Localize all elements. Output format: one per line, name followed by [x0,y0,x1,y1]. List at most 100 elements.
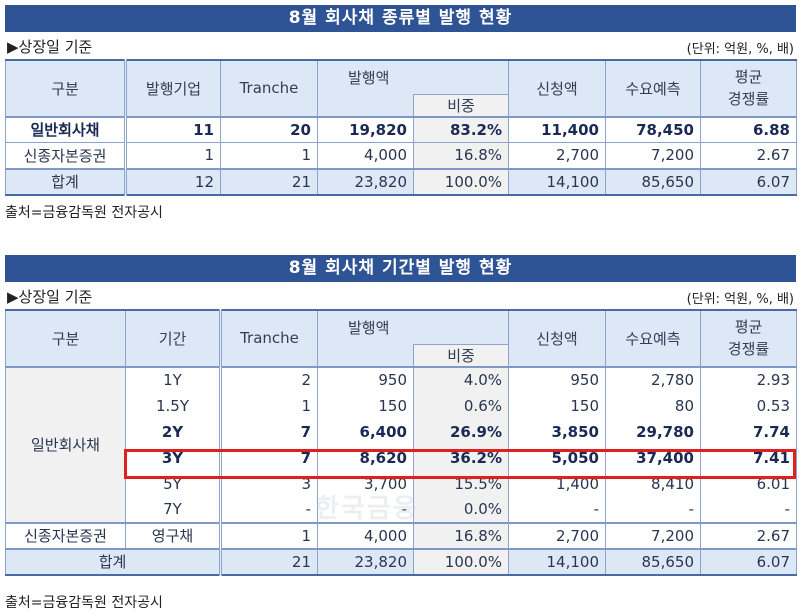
row-share: 4.0% [413,365,509,393]
row-category: 일반회사채 [5,115,127,143]
header-avg-competition: 평균 경쟁률 [700,309,797,367]
total-subscription: 14,100 [508,547,606,575]
row-demand-forecast: - [605,496,701,523]
row-demand-forecast: 37,400 [605,444,701,471]
row-tranche: 2 [220,365,318,393]
header-demand-forecast: 수요예측 [605,59,701,117]
total-row: 합계 21 23,820 100.0% 14,100 85,650 6.07 [5,547,797,575]
total-subscription: 14,100 [508,167,606,195]
row-share: 36.2% [413,444,509,471]
table-by-type: 8월 회사채 종류별 발행 현황 ▶상장일 기준 (단위: 억원, %, 배) … [5,5,797,196]
table-row: 일반회사채 1Y 2 950 4.0% 950 2,780 2.93 [5,365,797,523]
unit-label: (단위: 억원, %, 배) [686,292,794,307]
row-tranche: 7 [220,418,318,445]
row-category: 신종자본증권 [5,142,127,169]
source-note: 출처=금융감독원 전자공시 [5,595,163,611]
header-avg-line2: 경쟁률 [727,90,770,109]
row-amount: 4,000 [317,521,414,549]
table-row: 일반회사채 11 20 19,820 83.2% 11,400 78,450 6… [5,115,797,143]
row-subscription: 3,850 [508,418,606,445]
header-avg-competition: 평균 경쟁률 [700,59,797,117]
header-tranche: Tranche [220,59,318,117]
source-note: 출처=금융감독원 전자공시 [5,205,163,221]
row-avg-competition: - [700,496,797,523]
header-amount-label: 발행액 [348,69,390,87]
row-term: 1.5Y [125,392,222,419]
total-share: 100.0% [413,547,509,575]
row-issuers: 11 [125,115,221,143]
header-amount-spacer [317,94,414,117]
header-amount-spacer [317,344,414,367]
row-share: 16.8% [413,521,509,549]
row-category-hybrid: 신종자본증권 [5,521,126,549]
table-row: 7Y - - 0.0% - - - [6,496,797,523]
table-row: 신종자본증권 1 1 4,000 16.8% 2,700 7,200 2.67 [5,142,797,169]
row-avg-competition: 6.01 [700,470,797,497]
row-demand-forecast: 78,450 [605,115,701,143]
row-amount: 950 [317,365,414,393]
row-share: 16.8% [413,142,509,169]
header-avg-line1: 평균 [734,68,763,87]
table-row: 1.5Y 1 150 0.6% 150 80 0.53 [6,392,797,419]
row-term: 7Y [125,496,222,523]
table-row-hybrid: 신종자본증권 영구채 1 4,000 16.8% 2,700 7,200 2.6… [5,521,797,549]
row-subscription: - [508,496,606,523]
row-subscription: 150 [508,392,606,419]
row-amount: 8,620 [317,444,414,471]
row-amount: 4,000 [317,142,414,169]
subtitle-row: ▶상장일 기준 (단위: 억원, %, 배) [5,32,796,59]
row-share: 15.5% [413,470,509,497]
row-tranche: 1 [220,392,318,419]
header-category: 구분 [5,309,126,367]
row-share: 0.0% [413,496,509,523]
row-amount: 150 [317,392,414,419]
total-amount: 23,820 [317,167,414,195]
row-demand-forecast: 8,410 [605,470,701,497]
total-share: 100.0% [413,167,509,195]
row-avg-competition: 0.53 [700,392,797,419]
row-tranche: 7 [220,444,318,471]
table-row: 2Y 7 6,400 26.9% 3,850 29,780 7.74 [6,418,797,445]
total-demand-forecast: 85,650 [605,547,701,575]
row-tranche: 1 [220,142,318,169]
row-demand-forecast: 80 [605,392,701,419]
row-tranche: - [220,496,318,523]
header-subscription: 신청액 [508,59,606,117]
row-issuers: 1 [125,142,221,169]
basis-label: ▶상장일 기준 [7,288,93,306]
row-demand-forecast: 29,780 [605,418,701,445]
row-subscription: 5,050 [508,444,606,471]
row-share: 83.2% [413,115,509,143]
row-subscription: 950 [508,365,606,393]
row-subscription: 2,700 [508,142,606,169]
row-amount: 3,700 [317,470,414,497]
basis-label: ▶상장일 기준 [7,38,93,56]
total-avg-competition: 6.07 [700,547,797,575]
total-demand-forecast: 85,650 [605,167,701,195]
header-amount: 발행액 [317,309,509,344]
header-share: 비중 [413,343,509,367]
total-amount: 23,820 [317,547,414,575]
unit-label: (단위: 억원, %, 배) [686,42,794,57]
header-amount: 발행액 [317,59,509,94]
subtitle-row: ▶상장일 기준 (단위: 억원, %, 배) [5,282,796,309]
row-avg-competition: 7.41 [700,444,797,471]
issuance-by-term-table: 구분 기간 Tranche 발행액 신청액 수요예측 평균 경쟁률 비중 일반회… [5,309,797,576]
row-avg-competition: 7.74 [700,418,797,445]
total-tranche: 21 [220,167,318,195]
total-avg-competition: 6.07 [700,167,797,195]
row-avg-competition: 2.67 [700,142,797,169]
total-issuers: 12 [125,167,221,195]
row-term: 5Y [125,470,222,497]
row-term: 1Y [125,365,222,393]
row-tranche: 3 [220,470,318,497]
row-share: 26.9% [413,418,509,445]
table-row: 5Y 3 3,700 15.5% 1,400 8,410 6.01 [6,470,797,497]
row-tranche: 20 [220,115,318,143]
row-term: 3Y [125,444,222,471]
row-term: 영구채 [125,521,222,549]
row-amount: 19,820 [317,115,414,143]
header-amount-label: 발행액 [348,319,390,337]
header-term: 기간 [125,309,222,367]
header-subscription: 신청액 [508,309,606,367]
